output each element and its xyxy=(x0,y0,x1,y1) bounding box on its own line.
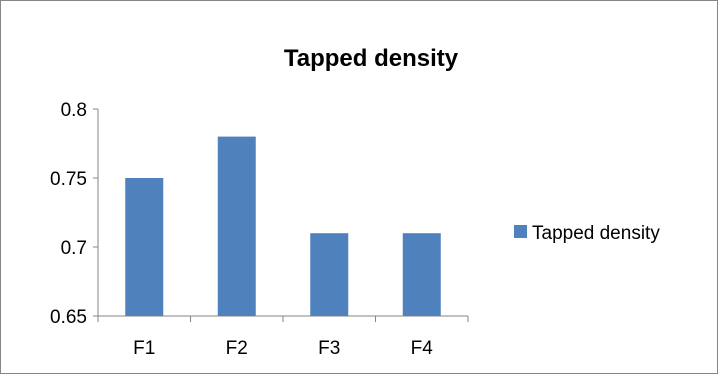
y-tick-label: 0.65 xyxy=(50,307,87,328)
y-tick-label: 0.8 xyxy=(61,100,87,121)
bar-f1 xyxy=(125,178,164,316)
x-axis: F1 F2 F3 F4 xyxy=(97,315,469,359)
y-tick-label: 0.75 xyxy=(50,169,87,190)
bar-f4 xyxy=(402,233,441,316)
x-tick-label: F2 xyxy=(226,338,248,359)
bar-f2 xyxy=(217,136,256,316)
bars xyxy=(125,136,441,316)
legend-label: Tapped density xyxy=(532,223,660,244)
x-tick-label: F3 xyxy=(318,338,340,359)
y-tick-label: 0.7 xyxy=(61,238,87,259)
chart-title: Tapped density xyxy=(284,45,459,72)
x-tick-label: F4 xyxy=(411,338,434,359)
y-axis: 0.65 0.7 0.75 0.8 xyxy=(50,100,99,328)
x-tick-label: F1 xyxy=(133,338,155,359)
legend: Tapped density xyxy=(514,223,660,244)
bar-f3 xyxy=(310,233,349,316)
legend-swatch xyxy=(514,225,527,238)
